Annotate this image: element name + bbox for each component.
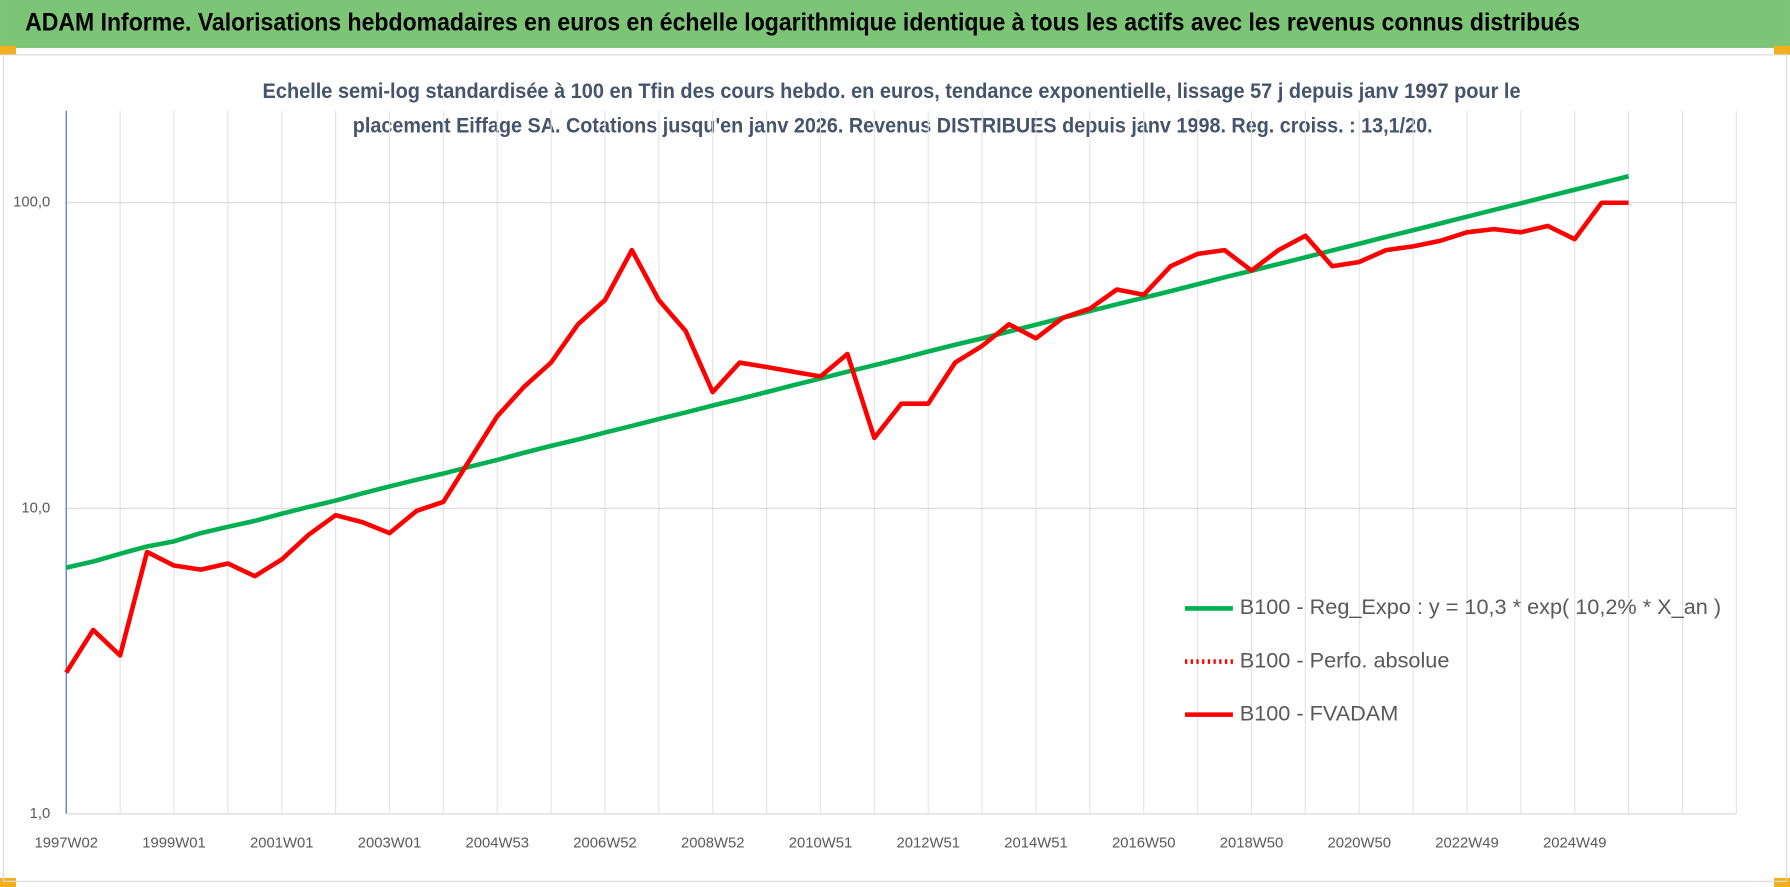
x-tick-label: 2003W01 bbox=[358, 836, 421, 852]
corner-mark bbox=[0, 45, 16, 55]
x-tick-label: 2022W49 bbox=[1435, 836, 1498, 852]
corner-mark bbox=[1774, 45, 1790, 55]
x-tick-label: 2008W52 bbox=[681, 836, 744, 852]
x-tick-label: 2012W51 bbox=[896, 836, 959, 852]
legend-label: B100 - FVADAM bbox=[1240, 700, 1399, 725]
header-bar bbox=[0, 0, 1790, 48]
x-tick-label: 1999W01 bbox=[142, 836, 205, 852]
x-tick-label: 2018W50 bbox=[1220, 836, 1283, 852]
x-tick-label: 2006W52 bbox=[573, 836, 636, 852]
legend-label: B100 - Reg_Expo : y = 10,3 * exp( 10,2% … bbox=[1240, 594, 1721, 619]
series-line bbox=[64, 200, 1629, 674]
y-tick-label: 10,0 bbox=[21, 500, 50, 516]
x-tick-label: 2016W50 bbox=[1112, 836, 1175, 852]
legend-label: B100 - Perfo. absolue bbox=[1240, 647, 1450, 672]
x-tick-label: 2024W49 bbox=[1543, 836, 1606, 852]
plot-frame bbox=[2, 54, 1788, 882]
series-line bbox=[65, 174, 1630, 570]
chart-subtitle: placement Eiffage SA. Cotations jusqu'en… bbox=[353, 112, 1433, 137]
x-tick-label: 2010W51 bbox=[789, 836, 852, 852]
y-tick-label: 100,0 bbox=[13, 195, 50, 211]
x-tick-label: 1997W02 bbox=[34, 836, 97, 852]
y-tick-label: 1,0 bbox=[30, 806, 51, 822]
x-tick-label: 2014W51 bbox=[1004, 836, 1067, 852]
page-title: ADAM Informe. Valorisations hebdomadaire… bbox=[25, 9, 1580, 37]
chart-subtitle: Echelle semi-log standardisée à 100 en T… bbox=[263, 78, 1521, 103]
corner-mark bbox=[0, 877, 16, 887]
corner-mark bbox=[1774, 877, 1790, 887]
x-tick-label: 2020W50 bbox=[1327, 836, 1390, 852]
x-tick-label: 2004W53 bbox=[465, 836, 528, 852]
x-tick-label: 2001W01 bbox=[250, 836, 313, 852]
